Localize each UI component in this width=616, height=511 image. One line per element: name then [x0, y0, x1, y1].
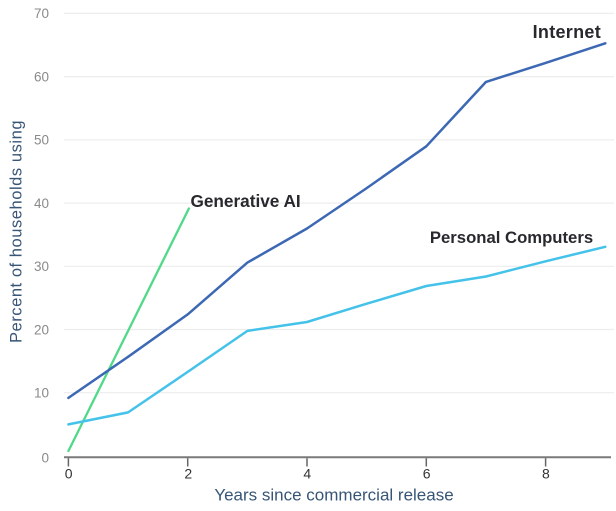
- svg-text:Generative AI: Generative AI: [191, 191, 301, 211]
- svg-text:50: 50: [34, 133, 49, 148]
- svg-text:Personal Computers: Personal Computers: [430, 228, 593, 247]
- svg-text:60: 60: [34, 69, 49, 84]
- svg-text:4: 4: [303, 466, 311, 482]
- svg-text:10: 10: [34, 386, 49, 401]
- svg-text:20: 20: [34, 322, 49, 337]
- svg-text:6: 6: [423, 466, 431, 482]
- svg-text:Internet: Internet: [533, 22, 601, 42]
- svg-text:Percent of households using: Percent of households using: [8, 120, 26, 343]
- svg-text:0: 0: [41, 450, 49, 465]
- svg-text:40: 40: [34, 196, 49, 211]
- svg-text:70: 70: [34, 6, 49, 21]
- svg-text:2: 2: [184, 466, 192, 482]
- svg-text:Years since commercial release: Years since commercial release: [214, 486, 453, 505]
- svg-text:30: 30: [34, 259, 49, 274]
- svg-text:0: 0: [65, 466, 73, 482]
- svg-text:8: 8: [542, 466, 550, 482]
